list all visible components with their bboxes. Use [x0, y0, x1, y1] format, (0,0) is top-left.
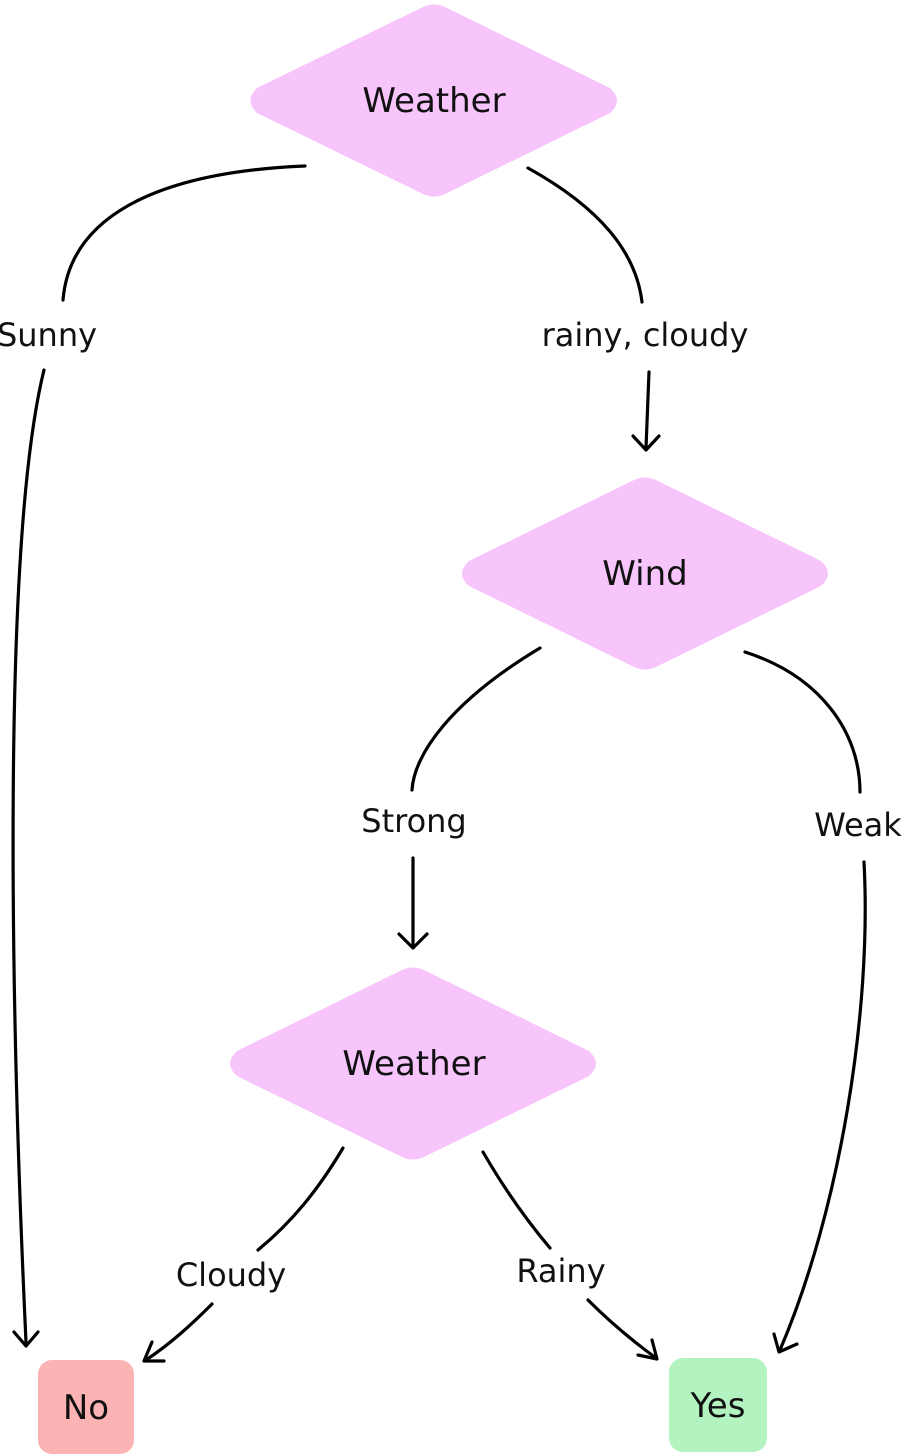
diamond-shape — [230, 967, 596, 1160]
arrowhead-second-weather — [397, 932, 429, 950]
decision-label: Weather — [342, 1044, 485, 1084]
outcome-label: Yes — [690, 1386, 746, 1426]
edge-rainy-cloudy-to-wind — [644, 370, 651, 450]
decision-node-second-weather: Weather — [230, 967, 596, 1160]
diamond-shape — [250, 4, 617, 197]
edge-label-cloudy: Cloudy — [176, 1256, 286, 1294]
edge-rainy-to-yes — [586, 1298, 658, 1360]
edge-root-to-rainy-cloudy-label — [526, 166, 644, 304]
edge-label-strong: Strong — [361, 802, 466, 840]
outcome-node-yes: Yes — [669, 1358, 767, 1452]
edge-weather-to-cloudy-label — [256, 1146, 345, 1252]
decision-node-wind: Wind — [462, 477, 828, 670]
edge-weak-to-yes — [778, 860, 867, 1352]
outcome-node-no: No — [38, 1360, 134, 1454]
arrowhead-yes-left — [636, 1338, 659, 1361]
edge-wind-to-strong-label — [410, 646, 542, 792]
edge-cloudy-to-no — [144, 1302, 214, 1362]
edge-weather-to-rainy-label — [481, 1150, 552, 1250]
diamond-shape — [462, 477, 828, 670]
edge-label-rainy-cloudy: rainy, cloudy — [542, 316, 749, 354]
edge-label-rainy: Rainy — [516, 1252, 605, 1290]
arrowhead-yes-right — [772, 1332, 799, 1354]
outcome-box — [669, 1358, 767, 1452]
arrowhead-wind — [631, 434, 661, 452]
arrowhead-no-right — [142, 1340, 166, 1363]
outcome-label: No — [63, 1388, 109, 1428]
decision-node-root-weather: Weather — [250, 4, 617, 197]
edge-label-sunny: Sunny — [0, 316, 97, 354]
outcome-box — [38, 1360, 134, 1454]
edge-sunny-to-no — [11, 368, 46, 1344]
decision-label: Wind — [602, 554, 687, 594]
arrowhead-no-left — [12, 1330, 40, 1348]
edge-wind-to-weak-label — [743, 650, 862, 794]
edge-root-to-sunny-label — [61, 164, 307, 302]
decision-label: Weather — [362, 81, 505, 121]
edge-label-weak: Weak — [814, 806, 902, 844]
